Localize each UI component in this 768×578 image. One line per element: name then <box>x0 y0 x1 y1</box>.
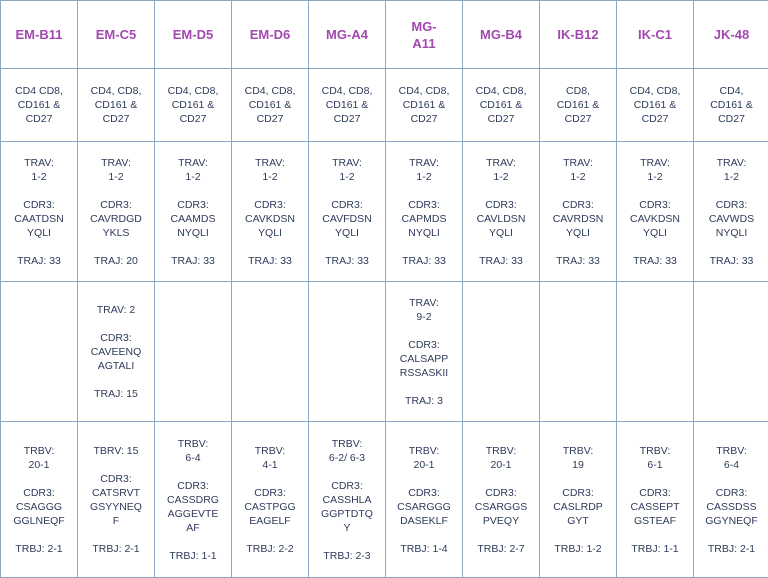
table-cell: TRAV: 1-2 CDR3: CAAMDS NYQLI TRAJ: 33 <box>155 142 232 282</box>
table-cell <box>155 282 232 422</box>
table-cell: CD4 CD8, CD161 & CD27 <box>1 69 78 142</box>
table-cell: TRBV: 6-4 CDR3: CASSDRG AGGEVTE AF TRBJ:… <box>155 422 232 578</box>
table-cell: TRBV: 20-1 CDR3: CSAGGG GGLNEQF TRBJ: 2-… <box>1 422 78 578</box>
table-cell: TRAV: 9-2 CDR3: CALSAPP RSSASKII TRAJ: 3 <box>386 282 463 422</box>
column-header: IK-C1 <box>617 1 694 69</box>
table-cell: TRBV: 6-1 CDR3: CASSEPT GSTEAF TRBJ: 1-1 <box>617 422 694 578</box>
table-cell: CD4, CD8, CD161 & CD27 <box>232 69 309 142</box>
table-cell: TRAV: 1-2 CDR3: CAVFDSN YQLI TRAJ: 33 <box>309 142 386 282</box>
table-cell: CD4, CD8, CD161 & CD27 <box>78 69 155 142</box>
table-cell <box>463 282 540 422</box>
markers-row: CD4 CD8, CD161 & CD27 CD4, CD8, CD161 & … <box>1 69 768 142</box>
table-cell: TRBV: 19 CDR3: CASLRDP GYT TRBJ: 1-2 <box>540 422 617 578</box>
table-cell: TRAV: 1-2 CDR3: CAVRDGD YKLS TRAJ: 20 <box>78 142 155 282</box>
table-cell <box>617 282 694 422</box>
column-header: MG-B4 <box>463 1 540 69</box>
table-cell <box>694 282 768 422</box>
column-header: MG-A4 <box>309 1 386 69</box>
table-cell: CD4, CD8, CD161 & CD27 <box>386 69 463 142</box>
table-cell: TRBV: 4-1 CDR3: CASTPGG EAGELF TRBJ: 2-2 <box>232 422 309 578</box>
table-cell: CD8, CD161 & CD27 <box>540 69 617 142</box>
table-cell: TRAV: 1-2 CDR3: CAVKDSN YQLI TRAJ: 33 <box>232 142 309 282</box>
table-cell: CD4, CD161 & CD27 <box>694 69 768 142</box>
table-cell: TRAV: 1-2 CDR3: CAVWDS NYQLI TRAJ: 33 <box>694 142 768 282</box>
table-cell: TBRV: 15 CDR3: CATSRVT GSYYNEQ F TRBJ: 2… <box>78 422 155 578</box>
table-cell: TRAV: 1-2 CDR3: CAPMDS NYQLI TRAJ: 33 <box>386 142 463 282</box>
column-header: EM-C5 <box>78 1 155 69</box>
table-cell: TRAV: 1-2 CDR3: CAVKDSN YQLI TRAJ: 33 <box>617 142 694 282</box>
table-cell: TRAV: 2 CDR3: CAVEENQ AGTALI TRAJ: 15 <box>78 282 155 422</box>
table-cell: TRBV: 6-2/ 6-3 CDR3: CASSHLA GGPTDTQ Y T… <box>309 422 386 578</box>
table-cell: CD4, CD8, CD161 & CD27 <box>309 69 386 142</box>
column-header: EM-B11 <box>1 1 78 69</box>
table-cell: TRBV: 6-4 CDR3: CASSDSS GGYNEQF TRBJ: 2-… <box>694 422 768 578</box>
column-header: EM-D5 <box>155 1 232 69</box>
table-cell: TRAV: 1-2 CDR3: CAVRDSN YQLI TRAJ: 33 <box>540 142 617 282</box>
table-cell: TRAV: 1-2 CDR3: CAATDSN YQLI TRAJ: 33 <box>1 142 78 282</box>
header-row: EM-B11 EM-C5 EM-D5 EM-D6 MG-A4 MG- A11 M… <box>1 1 768 69</box>
table-cell: CD4, CD8, CD161 & CD27 <box>617 69 694 142</box>
table-cell: TRAV: 1-2 CDR3: CAVLDSN YQLI TRAJ: 33 <box>463 142 540 282</box>
table-cell: CD4, CD8, CD161 & CD27 <box>155 69 232 142</box>
table-cell: CD4, CD8, CD161 & CD27 <box>463 69 540 142</box>
column-header: MG- A11 <box>386 1 463 69</box>
tra-secondary-row: TRAV: 2 CDR3: CAVEENQ AGTALI TRAJ: 15 TR… <box>1 282 768 422</box>
table-cell <box>309 282 386 422</box>
table-cell <box>540 282 617 422</box>
table-cell: TRBV: 20-1 CDR3: CSARGGS PVEQY TRBJ: 2-7 <box>463 422 540 578</box>
column-header: EM-D6 <box>232 1 309 69</box>
tra-primary-row: TRAV: 1-2 CDR3: CAATDSN YQLI TRAJ: 33 TR… <box>1 142 768 282</box>
trb-row: TRBV: 20-1 CDR3: CSAGGG GGLNEQF TRBJ: 2-… <box>1 422 768 578</box>
column-header: JK-48 <box>694 1 768 69</box>
table-cell <box>232 282 309 422</box>
table-cell: TRBV: 20-1 CDR3: CSARGGG DASEKLF TRBJ: 1… <box>386 422 463 578</box>
column-header: IK-B12 <box>540 1 617 69</box>
table-cell <box>1 282 78 422</box>
